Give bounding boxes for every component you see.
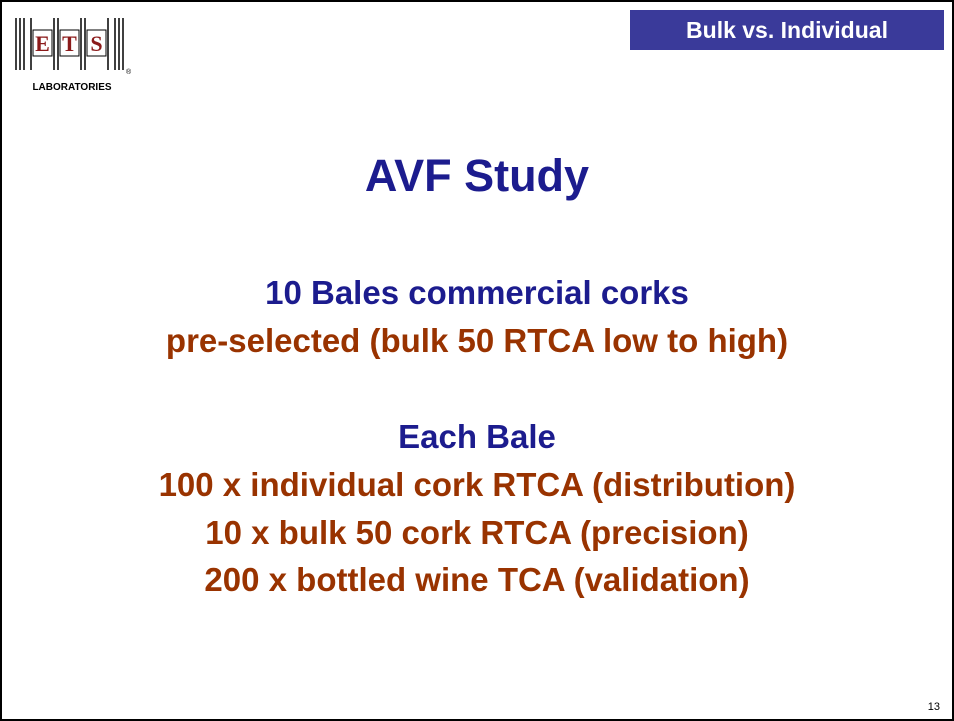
logo: E T S ® LABORATORIES — [15, 18, 132, 93]
block-line: 200 x bottled wine TCA (validation) — [204, 561, 750, 598]
letter-boxes — [32, 29, 107, 57]
title: AVF Study — [364, 150, 590, 201]
block-heading: 10 Bales commercial corks — [265, 274, 689, 311]
registered-mark: ® — [126, 68, 132, 76]
block-line: 100 x individual cork RTCA (distribution… — [158, 466, 796, 503]
logo-letter: S — [90, 31, 102, 56]
logo-name: LABORATORIES — [32, 82, 111, 93]
block-line: pre-selected (bulk 50 RTCA low to high) — [165, 322, 789, 359]
section-tag: Bulk vs. Individual — [630, 10, 944, 50]
page-number: 13 — [927, 701, 940, 713]
logo-letter: T — [62, 31, 77, 56]
block-line: 10 x bulk 50 cork RTCA (precision) — [205, 514, 749, 551]
logo-letter: E — [35, 31, 50, 56]
barcode — [15, 18, 124, 70]
block-heading: Each Bale — [398, 418, 556, 455]
